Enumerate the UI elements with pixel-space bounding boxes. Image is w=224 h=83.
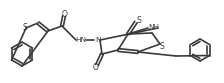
Text: N: N — [95, 37, 101, 43]
Text: S: S — [23, 22, 27, 32]
Text: NH: NH — [149, 24, 159, 30]
Text: O: O — [93, 63, 99, 72]
Text: S: S — [160, 42, 164, 50]
Text: HN: HN — [75, 37, 86, 43]
Text: O: O — [62, 9, 68, 19]
Text: S: S — [137, 16, 141, 24]
